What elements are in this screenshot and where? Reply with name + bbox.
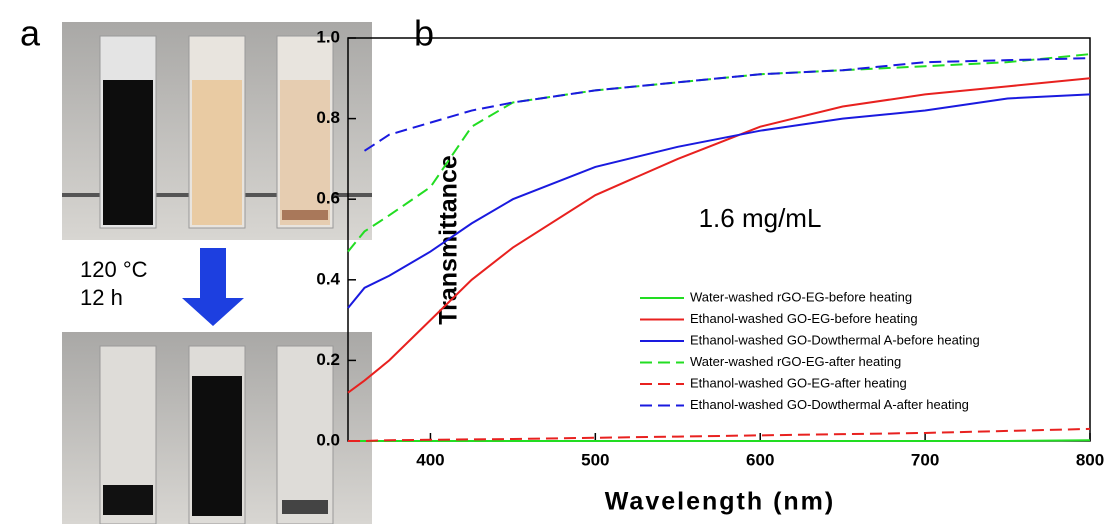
condition-temperature: 120 °C <box>80 257 148 282</box>
condition-time: 12 h <box>80 285 123 310</box>
x-tick-label: 700 <box>911 450 939 469</box>
legend-label: Water-washed rGO-EG-after heating <box>690 354 901 369</box>
y-tick-label: 0.0 <box>316 430 340 449</box>
y-tick-label: 1.0 <box>316 27 340 46</box>
series-line <box>347 93 1091 309</box>
photo-after <box>62 332 372 524</box>
panel-label: b <box>414 13 434 54</box>
x-axis-label: Wavelength (nm) <box>605 488 835 516</box>
series-line <box>347 77 1091 394</box>
y-tick-label: 0.6 <box>316 189 340 208</box>
y-tick-label: 0.2 <box>316 350 340 369</box>
series-line <box>363 57 1091 152</box>
x-tick-label: 500 <box>581 450 609 469</box>
legend-label: Ethanol-washed GO-EG-before heating <box>690 311 918 326</box>
x-tick-label: 400 <box>416 450 444 469</box>
panel-label: a <box>20 13 41 54</box>
legend-label: Water-washed rGO-EG-before heating <box>690 289 912 304</box>
annotation: 1.6 mg/mL <box>699 203 822 233</box>
photo-before <box>62 22 372 240</box>
legend-label: Ethanol-washed GO-Dowthermal A-after hea… <box>690 397 969 412</box>
legend-label: Ethanol-washed GO-EG-after heating <box>690 375 907 390</box>
legend-label: Ethanol-washed GO-Dowthermal A-before he… <box>690 332 980 347</box>
x-tick-label: 600 <box>746 450 774 469</box>
y-tick-label: 0.8 <box>316 108 340 127</box>
x-tick-label: 800 <box>1076 450 1104 469</box>
arrow <box>182 248 244 326</box>
y-tick-label: 0.4 <box>316 269 340 288</box>
series-line <box>348 427 1091 442</box>
